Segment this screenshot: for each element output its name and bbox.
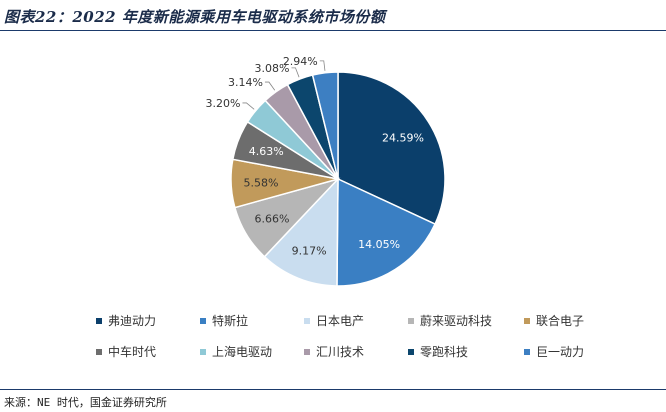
legend-swatch <box>200 348 206 355</box>
source-note: 来源：NE 时代，国金证券研究所 <box>4 396 167 409</box>
data-label-9: 3.08% <box>255 62 290 75</box>
legend-item-5: 联合电子 <box>524 312 628 329</box>
pie-slice-3 <box>263 177 339 287</box>
leader-line-7 <box>242 102 255 110</box>
legend-item-1: 弗迪动力 <box>96 312 200 329</box>
data-label-10: 2.94% <box>283 55 318 68</box>
data-label-5: 5.58% <box>244 176 279 189</box>
legend-swatch <box>524 317 530 324</box>
pie-slice-10 <box>311 71 339 180</box>
legend-swatch <box>96 348 102 355</box>
leader-line-8 <box>264 81 276 91</box>
legend-label: 蔚来驱动科技 <box>420 314 493 328</box>
legend-swatch <box>96 317 102 324</box>
legend-item-8: 汇川技术 <box>304 343 408 360</box>
title-divider <box>0 30 666 31</box>
legend-label: 特斯拉 <box>212 314 249 328</box>
legend-item-2: 特斯拉 <box>200 312 304 329</box>
legend-swatch <box>408 317 414 324</box>
data-label-3: 9.17% <box>292 244 327 257</box>
legend-item-9: 零跑科技 <box>408 343 524 360</box>
legend-label: 中车时代 <box>108 345 157 359</box>
data-label-8: 3.14% <box>228 76 263 89</box>
data-label-2: 14.05% <box>358 238 400 251</box>
legend-swatch <box>408 348 414 355</box>
legend-swatch <box>524 348 530 355</box>
legend-item-7: 上海电驱动 <box>200 343 304 360</box>
legend-swatch <box>304 317 310 324</box>
legend-item-3: 日本电产 <box>304 312 408 329</box>
legend-item-4: 蔚来驱动科技 <box>408 312 524 329</box>
legend-item-10: 巨一动力 <box>524 343 628 360</box>
pie-slices <box>230 71 446 287</box>
legend-swatch <box>304 348 310 355</box>
data-label-7: 3.20% <box>206 97 241 110</box>
data-label-4: 6.66% <box>255 213 290 226</box>
chart-title: 图表22：2022 年度新能源乘用车电驱动系统市场份额 <box>4 8 386 26</box>
data-label-6: 4.63% <box>249 145 284 158</box>
legend-label: 联合电子 <box>536 314 585 328</box>
legend-label: 汇川技术 <box>316 345 365 359</box>
pie-slice-2 <box>336 177 437 287</box>
legend-label: 零跑科技 <box>420 345 469 359</box>
legend-swatch <box>200 317 206 324</box>
legend-label: 弗迪动力 <box>108 314 157 328</box>
leader-line-10 <box>319 60 326 71</box>
chart-legend: 弗迪动力 特斯拉 日本电产 蔚来驱动科技 联合电子中车时代 上海电驱动 汇川技术 零跑科技 巨一… <box>96 312 656 360</box>
pie-data-labels: 24.59% 14.05% 9.17% 6.66% 5.58% 4.63% 3.20% 3.1… <box>206 55 424 258</box>
legend-item-6: 中车时代 <box>96 343 200 360</box>
source-divider <box>0 389 666 390</box>
leader-line-9 <box>291 67 300 78</box>
pie-chart: 24.59% 14.05% 9.17% 6.66% 5.58% 4.63% 3.20% 3.1… <box>206 55 446 287</box>
data-label-1: 24.59% <box>382 132 424 145</box>
legend-label: 巨一动力 <box>536 345 585 359</box>
pie-slice-1 <box>337 71 446 226</box>
legend-label: 上海电驱动 <box>212 345 273 359</box>
legend-label: 日本电产 <box>316 314 365 328</box>
